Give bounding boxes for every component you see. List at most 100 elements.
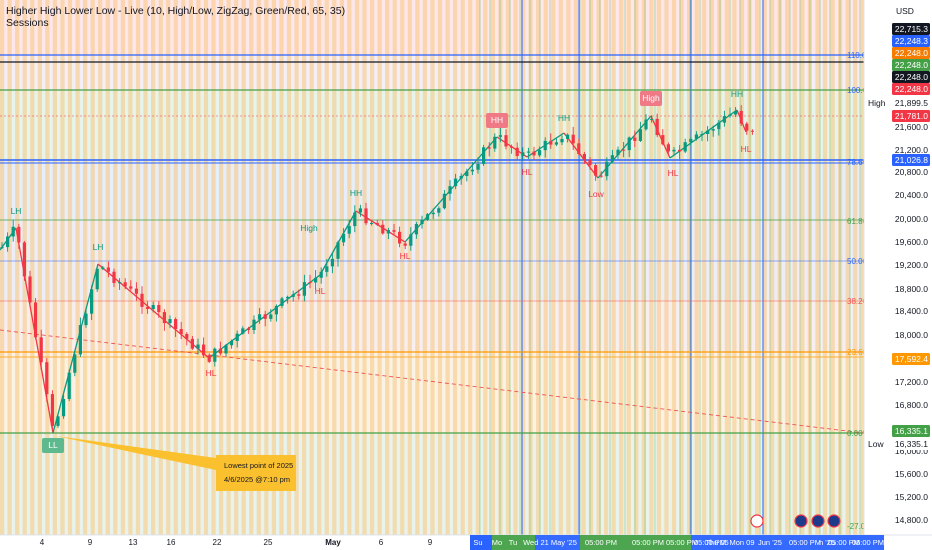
session-label: 05:00 PM bbox=[632, 538, 664, 547]
time-tick: 4 bbox=[40, 538, 45, 547]
session-band bbox=[468, 0, 473, 535]
flash-icon[interactable] bbox=[750, 514, 764, 528]
candle bbox=[280, 298, 284, 306]
session-band bbox=[219, 0, 224, 535]
price-tick: 18,000.0 bbox=[895, 330, 928, 340]
session-band bbox=[830, 0, 835, 535]
price-badge-label: Low bbox=[868, 439, 884, 449]
swing-label-hl4: HL bbox=[522, 167, 533, 177]
candle bbox=[666, 144, 670, 152]
candle bbox=[297, 294, 301, 296]
candle bbox=[526, 151, 530, 153]
session-band bbox=[256, 0, 261, 535]
session-band bbox=[339, 0, 344, 535]
candle bbox=[622, 149, 626, 151]
candle bbox=[56, 416, 60, 426]
candle bbox=[179, 329, 183, 334]
indicator-title[interactable]: Higher High Lower Low - Live (10, High/L… bbox=[6, 5, 345, 29]
candle bbox=[543, 140, 547, 151]
price-badge-value: 22,248.0 bbox=[895, 60, 928, 70]
candle bbox=[482, 147, 486, 165]
candle bbox=[78, 325, 82, 355]
session-segment bbox=[625, 535, 691, 550]
session-band bbox=[98, 0, 103, 535]
flag-icon[interactable] bbox=[794, 514, 808, 528]
session-band bbox=[354, 0, 360, 535]
candle bbox=[470, 169, 474, 172]
zigzag-segment bbox=[563, 132, 599, 179]
candle bbox=[34, 302, 38, 338]
flag-icon[interactable] bbox=[811, 514, 825, 528]
session-band bbox=[709, 0, 714, 535]
session-band bbox=[521, 0, 526, 535]
session-segment bbox=[836, 535, 884, 550]
session-band bbox=[437, 0, 443, 535]
candle bbox=[252, 319, 256, 331]
session-band bbox=[90, 0, 95, 535]
candle bbox=[230, 340, 234, 346]
candle bbox=[706, 130, 710, 135]
session-band bbox=[67, 0, 73, 535]
candle bbox=[683, 142, 687, 152]
session-band bbox=[415, 0, 420, 535]
session-band bbox=[611, 0, 616, 535]
session-label: 05:00 PM bbox=[585, 538, 617, 547]
candle bbox=[403, 243, 407, 246]
candle bbox=[627, 137, 631, 151]
price-badge-value: 21,781.0 bbox=[895, 111, 928, 121]
candle bbox=[213, 348, 217, 362]
swing-label-hh4: HH bbox=[731, 89, 743, 99]
candle bbox=[588, 159, 592, 166]
candle bbox=[302, 282, 306, 296]
swing-label-high2: High bbox=[642, 93, 660, 103]
session-band bbox=[143, 0, 148, 535]
session-band bbox=[694, 0, 699, 535]
candle bbox=[722, 116, 726, 123]
session-band bbox=[302, 0, 307, 535]
candle bbox=[599, 175, 603, 177]
session-segment bbox=[691, 535, 763, 550]
session-label: Jun '25 bbox=[758, 538, 782, 547]
session-band bbox=[151, 0, 156, 535]
flag-icon[interactable] bbox=[827, 514, 841, 528]
price-tick: 15,200.0 bbox=[895, 492, 928, 502]
candle bbox=[325, 266, 329, 272]
candle bbox=[202, 344, 206, 356]
price-badge-value: 16,335.1 bbox=[895, 439, 928, 449]
candle bbox=[67, 372, 71, 400]
candle bbox=[571, 134, 575, 144]
candle bbox=[454, 178, 458, 187]
candle bbox=[442, 193, 446, 209]
session-band bbox=[83, 0, 88, 535]
session-band bbox=[853, 0, 858, 535]
candle bbox=[28, 276, 32, 303]
candle bbox=[728, 114, 732, 117]
candle bbox=[465, 171, 469, 176]
session-band bbox=[483, 0, 488, 535]
price-badge-value: 21,026.8 bbox=[895, 155, 928, 165]
session-band bbox=[135, 0, 141, 535]
candle bbox=[241, 328, 245, 334]
session-band bbox=[770, 0, 775, 535]
session-band bbox=[45, 0, 50, 535]
candle bbox=[487, 147, 491, 149]
session-label: Wed 21 May '25 bbox=[523, 538, 577, 547]
candle bbox=[358, 208, 362, 213]
candle bbox=[218, 348, 222, 354]
callout-line1: Lowest point of 2025 bbox=[224, 461, 293, 470]
session-band bbox=[453, 0, 458, 535]
callout-pointer bbox=[56, 436, 216, 470]
session-band bbox=[792, 0, 797, 535]
candle bbox=[538, 150, 542, 156]
candle bbox=[162, 312, 166, 324]
session-band bbox=[430, 0, 435, 535]
session-band bbox=[747, 0, 752, 535]
price-tick: 18,400.0 bbox=[895, 306, 928, 316]
session-label: Mo bbox=[492, 538, 502, 547]
candle bbox=[174, 319, 178, 330]
session-segment bbox=[492, 535, 535, 550]
time-tick: 9 bbox=[428, 538, 433, 547]
candle bbox=[734, 110, 738, 115]
candle bbox=[370, 222, 374, 224]
